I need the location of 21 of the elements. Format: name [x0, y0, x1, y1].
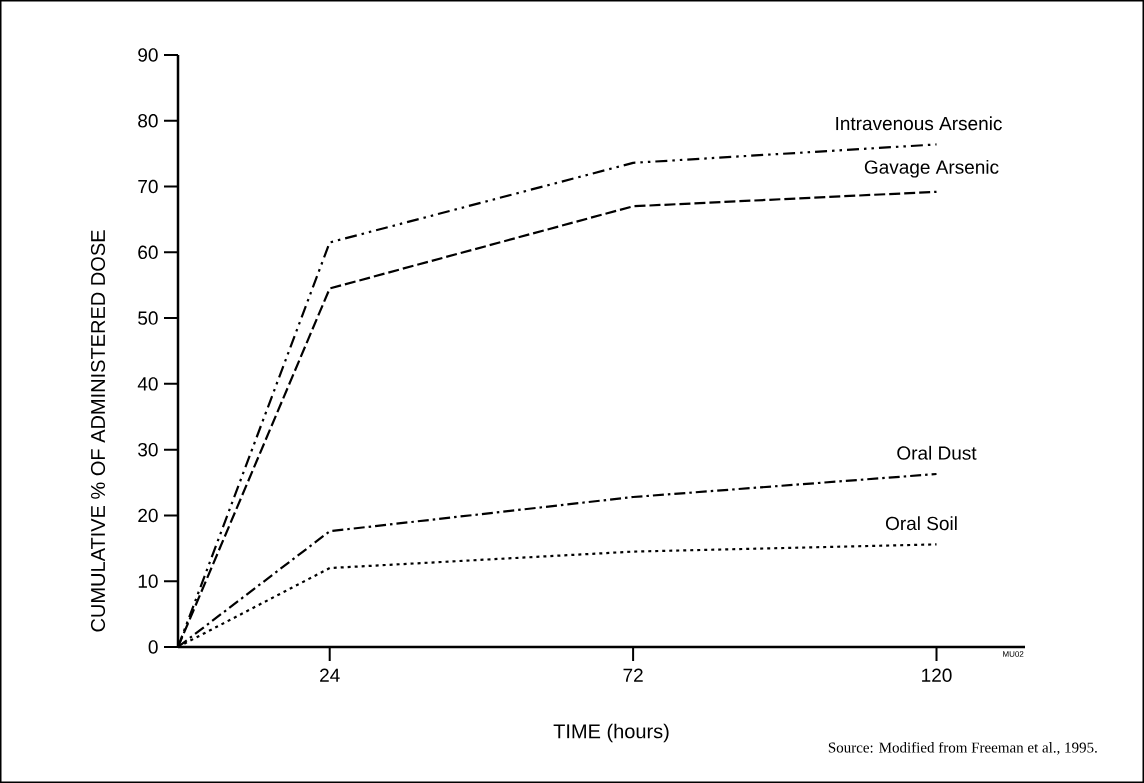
x-tick-label: 24: [320, 668, 340, 682]
y-tick-label: 50: [138, 311, 158, 325]
y-tick-label: 90: [138, 48, 158, 62]
y-tick-label: 0: [148, 640, 158, 654]
y-tick-label: 10: [138, 574, 158, 588]
x-axis-title: TIME (hours): [553, 723, 669, 743]
y-tick-label: 60: [138, 245, 158, 260]
x-tick-label: 72: [623, 668, 643, 682]
series-label: Oral Dust: [897, 445, 977, 460]
series-label: Gavage Arsenic: [864, 159, 999, 178]
series-label: Oral Soil: [885, 516, 957, 531]
y-tick-label: 80: [138, 114, 158, 128]
y-tick-label: 40: [137, 377, 158, 391]
y-axis-title: CUMULATIVE % OF ADMINISTERED DOSE: [90, 230, 106, 632]
y-tick-label: 30: [138, 442, 158, 457]
x-tick-label: 120: [922, 668, 952, 682]
text: MU02: [1003, 651, 1024, 657]
y-tick-label: 20: [138, 508, 158, 523]
series-label: Intravenous Arsenic: [836, 116, 1002, 131]
source-note: Source: Modified from Freeman et al., 1995.: [828, 741, 1097, 755]
y-tick-label: 70: [138, 179, 158, 194]
